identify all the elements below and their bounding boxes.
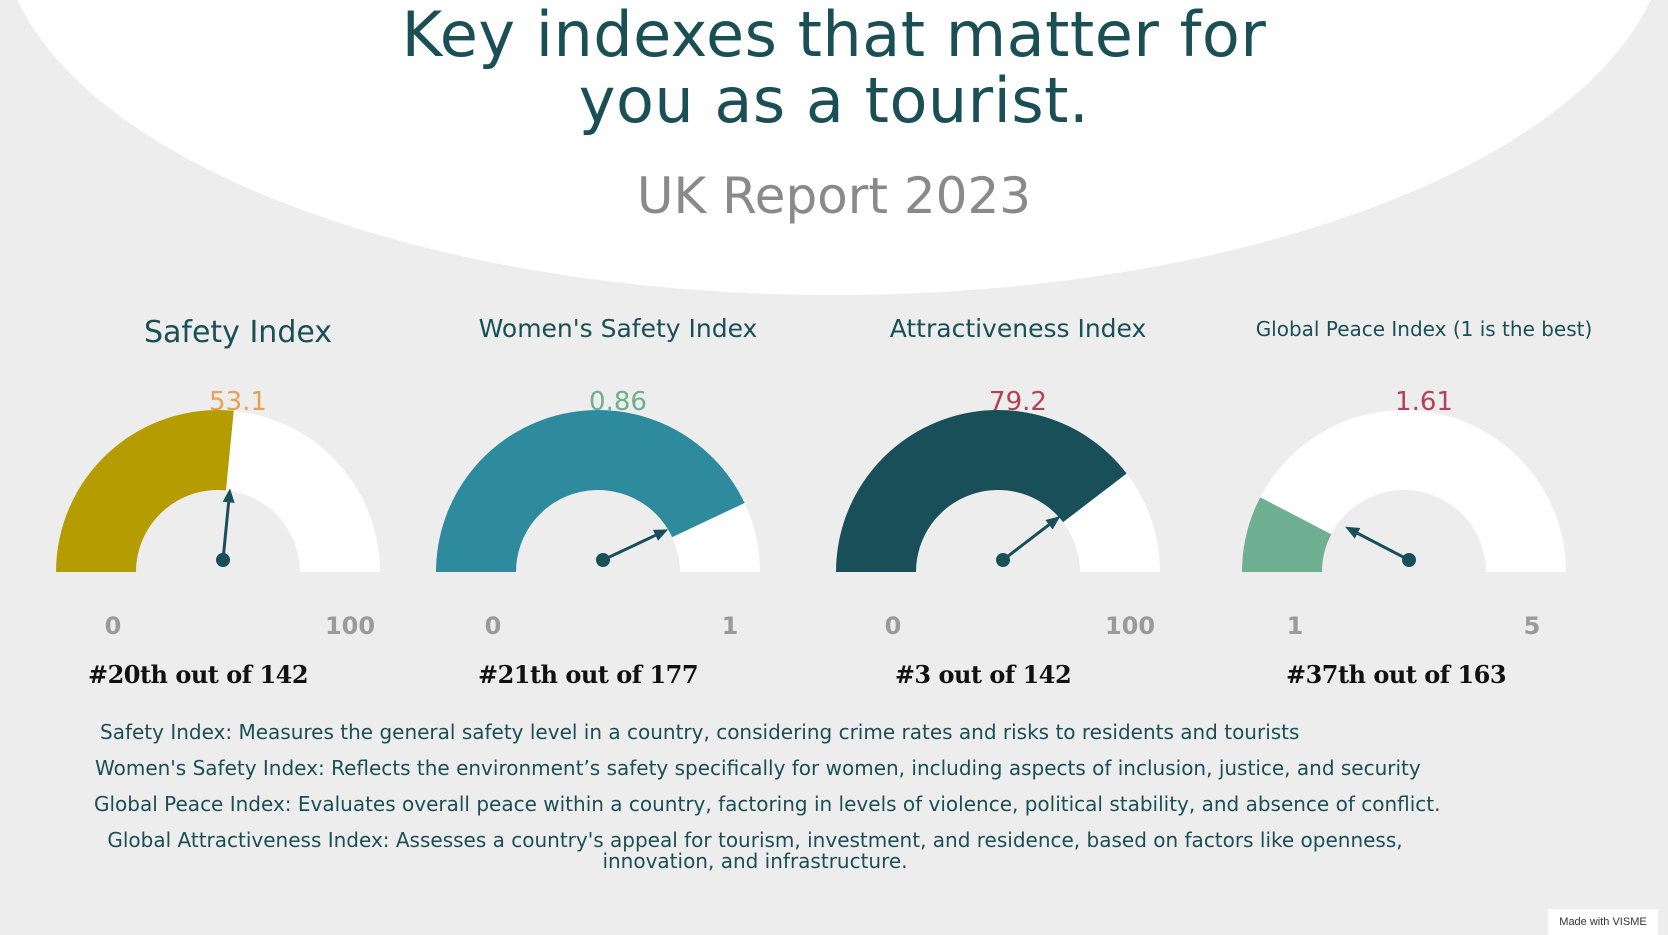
gauge-min-label: 0	[104, 612, 122, 640]
definition-global-peace-index: Global Peace Index: Evaluates overall pe…	[94, 792, 1441, 816]
page-title: Key indexes that matter for you as a tou…	[0, 2, 1668, 134]
gauge-needle-head	[652, 529, 669, 541]
title-line-1: Key indexes that matter for	[401, 0, 1267, 71]
gauge-max-label: 100	[324, 612, 376, 640]
definition-womens-safety-index: Women's Safety Index: Reflects the envir…	[95, 756, 1421, 780]
gauge-title: Global Peace Index (1 is the best)	[1255, 317, 1593, 341]
gauge-fill	[436, 410, 745, 572]
title-line-2: you as a tourist.	[578, 64, 1090, 137]
gauge-min-label: 0	[484, 612, 502, 640]
gauge-min-label: 0	[884, 612, 902, 640]
definition-safety-index: Safety Index: Measures the general safet…	[100, 720, 1300, 744]
gauge-fill	[836, 410, 1127, 572]
made-with-badge: Made with VISME	[1548, 909, 1658, 935]
gauge-needle-head	[1345, 526, 1361, 539]
gauge-title: Safety Index	[143, 315, 333, 350]
gauge-needle-head	[1045, 516, 1061, 530]
gauge-global-peace-index: Global Peace Index (1 is the best) 1.61 …	[1224, 317, 1624, 700]
gauge-needle-pivot	[996, 553, 1010, 567]
gauge-needle	[1002, 523, 1050, 562]
gauge-max-label: 1	[721, 612, 739, 640]
definition-global-attractiveness-index: Global Attractiveness Index: Assesses a …	[107, 828, 1403, 873]
gauge-min-label: 1	[1286, 612, 1304, 640]
gauge-title: Women's Safety Index	[478, 314, 758, 343]
gauge-needle-pivot	[216, 553, 230, 567]
gauge-max-label: 100	[1104, 612, 1156, 640]
gauge-chart-global-peace	[1242, 410, 1566, 572]
gauge-chart-attractiveness	[836, 410, 1160, 572]
gauge-chart-womens-safety	[436, 410, 760, 572]
gauge-needle	[221, 502, 231, 561]
gauge-needle-pivot	[596, 553, 610, 567]
gauge-max-label: 5	[1523, 612, 1541, 640]
gauge-needle-head	[222, 488, 235, 503]
gauge-chart-safety	[56, 410, 380, 572]
gauge-safety-index: Safety Index 53.1 0 100 #20th out of 142	[38, 315, 438, 700]
gauge-attractiveness-index: Attractiveness Index 79.2 0 100 #3 out o…	[818, 314, 1218, 700]
gauge-needle-pivot	[1402, 553, 1416, 567]
page-subtitle: UK Report 2023	[636, 167, 1032, 225]
gauge-womens-safety-index: Women's Safety Index 0.86 0 1 #21th out …	[418, 314, 818, 700]
gauge-fill	[1242, 497, 1332, 572]
gauge-needle	[1356, 531, 1410, 562]
gauge-rank: #37th out of 163	[1285, 660, 1507, 689]
gauge-title: Attractiveness Index	[889, 314, 1147, 343]
gauge-fill	[56, 410, 234, 572]
gauge-needle	[602, 533, 657, 562]
gauge-rank: #20th out of 142	[87, 660, 309, 689]
gauge-rank: #21th out of 177	[477, 660, 699, 689]
gauge-rank: #3 out of 142	[894, 660, 1072, 689]
